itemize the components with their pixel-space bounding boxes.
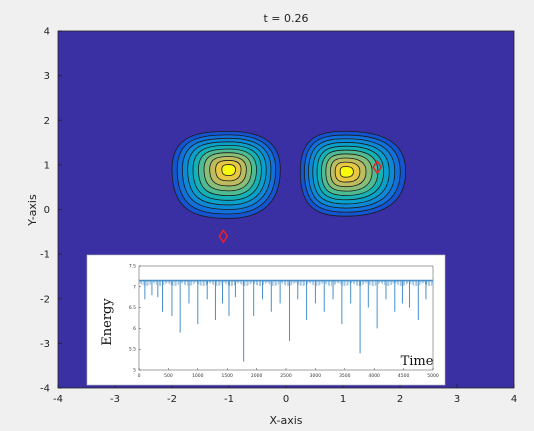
y-tick-label: -2	[40, 294, 50, 305]
inset-y-tick-label: 6.5	[129, 305, 136, 311]
marker-diamond	[372, 159, 383, 175]
inset-x-tick-label: 500	[164, 373, 173, 379]
contour-level	[221, 164, 236, 176]
inset-x-tick-label: 2500	[280, 373, 292, 379]
y-tick-label: 4	[44, 27, 50, 38]
x-tick-label: 4	[511, 394, 517, 405]
inset-x-label: Time	[401, 354, 434, 369]
contour-layer	[171, 131, 407, 219]
y-tick-label: -4	[40, 384, 50, 395]
inset-x-tick-label: 2000	[251, 373, 263, 379]
inset-y-tick-label: 7	[133, 284, 136, 290]
inset-x-tick-label: 4000	[368, 373, 380, 379]
x-tick-label: 0	[283, 394, 289, 405]
inset-y-tick-label: 7.5	[129, 264, 136, 270]
y-axis-ticks: 4 3 2 1 0 -1 -2 -3 -4	[40, 27, 62, 395]
y-tick-label: 1	[44, 160, 50, 171]
x-tick-label: 2	[397, 394, 403, 405]
x-tick-label: -4	[53, 394, 63, 405]
y-tick-label: -1	[40, 250, 50, 261]
inset-x-tick-label: 1500	[221, 373, 233, 379]
marker-layer	[218, 159, 383, 244]
inset-y-tick-label: 5.5	[129, 347, 136, 353]
inset-y-tick-label: 5	[133, 368, 136, 374]
inset-panel	[86, 254, 446, 386]
contour-level	[339, 166, 354, 178]
y-tick-label: -3	[40, 339, 50, 350]
chart-title: t = 0.26	[263, 12, 308, 25]
x-axis-ticks: -4 -3 -2 -1 0 1 2 3 4	[53, 384, 517, 405]
inset-y-tick-label: 6	[133, 326, 136, 332]
inset-plot-area: 0 500 1000 1500 2000 2500 3000 3500 4000 4500 5000…	[129, 264, 439, 380]
inset-x-tick-label: 0	[138, 373, 141, 379]
y-tick-label: 3	[44, 71, 50, 82]
y-tick-label: 2	[44, 116, 50, 127]
x-tick-label: -2	[167, 394, 177, 405]
x-axis-label: X-axis	[270, 414, 303, 427]
y-tick-label: 0	[44, 205, 50, 216]
marker-diamond	[218, 228, 229, 244]
inset-y-label: Energy	[100, 298, 115, 346]
inset-x-tick-label: 1000	[192, 373, 204, 379]
x-tick-label: -3	[110, 394, 120, 405]
x-tick-label: -1	[224, 394, 234, 405]
inset-x-tick-label: 3000	[310, 373, 322, 379]
inset-x-tick-label: 3500	[339, 373, 351, 379]
x-tick-label: 1	[340, 394, 346, 405]
inset-x-tick-label: 5000	[427, 373, 439, 379]
x-tick-label: 3	[454, 394, 460, 405]
inset-x-tick-label: 4500	[398, 373, 410, 379]
energy-inset: 0 500 1000 1500 2000 2500 3000 3500 4000 4500 5000…	[86, 254, 446, 386]
y-axis-label: Y-axis	[26, 194, 39, 227]
